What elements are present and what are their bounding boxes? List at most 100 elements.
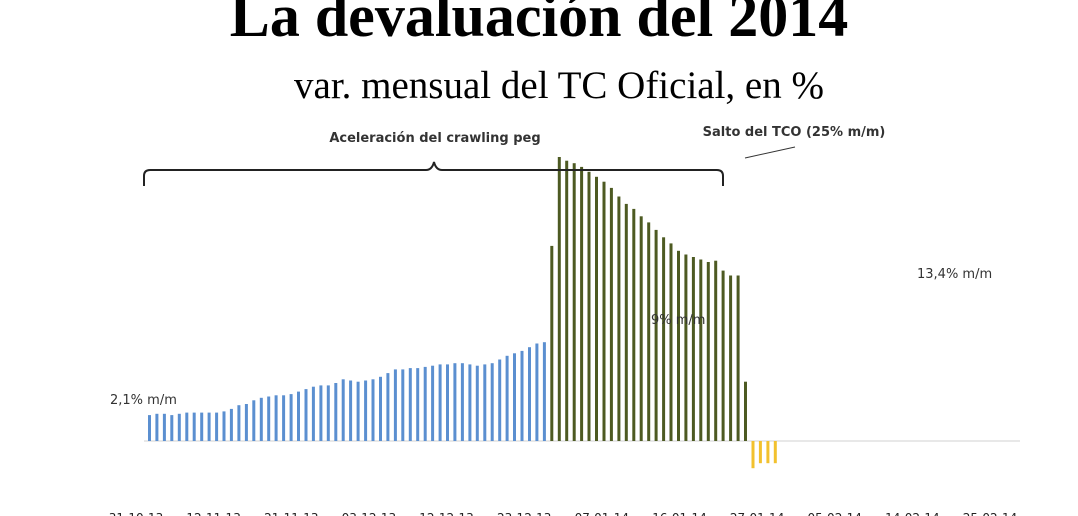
bar-pre-21 [304,389,308,441]
pre-jump-value-annotation: 9% m/m [651,313,705,328]
bar-pre-50 [520,350,524,441]
x-tick-label: 25-02-14 [963,511,1017,516]
x-tick-label: 16-01-14 [652,511,706,516]
bar-jump-0 [550,245,554,441]
bar-pre-41 [453,363,457,441]
x-tick-label: 23-12-13 [497,511,551,516]
bar-jump-3 [572,163,576,441]
bar-jump-25 [736,275,740,441]
bar-pre-24 [326,385,330,441]
bar-pre-12 [237,405,241,441]
bar-pre-15 [259,397,263,441]
x-tick-label: 03-12-13 [342,511,396,516]
bar-pre-2 [162,413,166,441]
bar-pre-16 [267,396,271,441]
bar-pre-45 [483,364,487,441]
bar-pre-53 [542,342,546,441]
x-tick-label: 31-10-13 [109,511,163,516]
bar-pre-30 [371,379,375,441]
bar-jump-22 [714,260,718,441]
bar-pre-11 [229,408,233,441]
bar-jump-1 [557,157,561,441]
bar-pre-34 [401,369,405,441]
bar-jump-23 [721,270,725,441]
x-tick-label: 07-01-14 [575,511,629,516]
bar-pre-49 [513,353,516,441]
bar-jump-21 [706,262,710,441]
bar-pre-20 [297,391,300,441]
bar-pre-14 [252,400,256,441]
crawling-peg-annotation: Aceleración del crawling peg [329,131,540,146]
x-tick-label: 14-02-14 [885,511,939,516]
bar-jump-15 [662,237,666,441]
bar-jump-26 [744,381,747,441]
bar-jump-18 [684,254,688,441]
bar-pre-38 [431,365,435,441]
bar-jump-5 [587,171,591,442]
bar-pre-9 [215,412,219,441]
bar-jump-13 [647,222,651,441]
bar-jump-14 [654,229,658,441]
bar-pre-40 [446,364,449,441]
bar-pre-31 [379,376,382,441]
bar-neg-3 [773,441,777,464]
bar-pre-42 [460,363,464,441]
bar-jump-12 [639,216,643,441]
bar-jump-4 [580,166,584,441]
bar-pre-0 [148,415,151,441]
bar-pre-19 [289,394,293,441]
bar-pre-1 [155,413,159,441]
bar-jump-17 [677,250,680,441]
bar-jump-7 [602,181,606,441]
bar-jump-11 [632,208,636,441]
bar-jump-9 [617,196,621,441]
bar-jump-24 [729,275,733,441]
bar-pre-44 [475,365,479,441]
bar-pre-52 [535,343,539,441]
bar-pre-27 [349,380,353,441]
bar-jump-2 [565,160,569,441]
bar-pre-22 [311,386,315,441]
x-tick-label: 27-01-14 [730,511,784,516]
bar-jump-6 [595,176,598,442]
chart-subtitle: var. mensual del TC Oficial, en % [294,64,824,107]
after-value-annotation: 13,4% m/m [917,267,992,282]
tco-jump-annotation: Salto del TCO (25% m/m) [703,125,886,140]
bar-pre-36 [416,368,420,441]
bar-pre-10 [222,411,226,441]
x-tick-label: 12-11-13 [186,511,240,516]
bar-jump-19 [691,257,695,441]
bar-jump-10 [624,203,628,441]
bar-pre-3 [170,415,174,441]
bar-pre-51 [528,347,531,441]
bar-neg-2 [766,441,770,464]
bar-pre-8 [207,412,211,441]
bar-pre-43 [468,364,472,441]
bar-jump-20 [699,259,703,441]
bar-pre-29 [364,380,368,441]
tco-jump-pointer [744,146,796,159]
bar-pre-6 [192,412,196,441]
bar-pre-25 [334,383,338,441]
bar-pre-4 [177,413,181,441]
bar-pre-18 [282,395,286,441]
bar-pre-33 [393,369,397,441]
x-tick-label: 05-02-14 [807,511,861,516]
x-tick-label: 12-12-13 [419,511,473,516]
x-tick-label: 21-11-13 [264,511,318,516]
bar-pre-26 [341,379,345,441]
bar-jump-16 [669,243,673,441]
bar-pre-46 [490,363,494,441]
bar-jump-8 [609,187,613,441]
start-value-annotation: 2,1% m/m [110,393,177,408]
x-tick-labels: 31-10-13 12-11-13 21-11-13 03-12-13 12-12-13… [109,511,1017,516]
bar-pre-7 [200,412,204,441]
bar-pre-23 [319,385,323,441]
bar-pre-13 [244,404,248,441]
bar-pre-35 [408,368,412,441]
bar-pre-28 [356,381,360,441]
chart-title: La devaluación del 2014 [229,0,849,49]
bar-neg-1 [758,441,762,464]
bar-pre-5 [185,412,189,441]
bar-pre-48 [505,355,509,441]
